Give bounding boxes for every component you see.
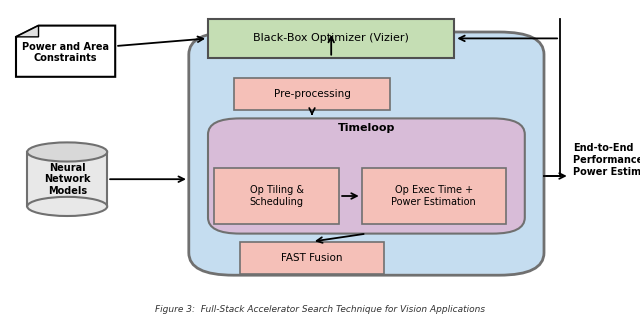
FancyBboxPatch shape (189, 32, 544, 275)
Ellipse shape (28, 197, 108, 216)
Text: Architectural Simulator: Architectural Simulator (289, 37, 444, 50)
Text: End-to-End
Performance &
Power Estimate: End-to-End Performance & Power Estimate (573, 143, 640, 177)
FancyBboxPatch shape (208, 19, 454, 58)
Text: Op Exec Time +
Power Estimation: Op Exec Time + Power Estimation (391, 185, 476, 207)
Text: Power and Area
Constraints: Power and Area Constraints (22, 42, 109, 63)
FancyBboxPatch shape (208, 118, 525, 234)
Text: Black-Box Optimizer (Vizier): Black-Box Optimizer (Vizier) (253, 33, 409, 44)
FancyBboxPatch shape (234, 78, 390, 110)
Ellipse shape (28, 142, 108, 162)
Text: FAST Fusion: FAST Fusion (281, 252, 343, 263)
Polygon shape (16, 26, 115, 77)
Polygon shape (16, 26, 38, 37)
FancyBboxPatch shape (240, 242, 384, 274)
FancyBboxPatch shape (27, 152, 107, 206)
Text: Op Tiling &
Scheduling: Op Tiling & Scheduling (250, 185, 304, 207)
Text: Figure 3:  Full-Stack Accelerator Search Technique for Vision Applications: Figure 3: Full-Stack Accelerator Search … (155, 305, 485, 314)
FancyBboxPatch shape (362, 168, 506, 224)
Text: Timeloop: Timeloop (338, 123, 395, 133)
FancyBboxPatch shape (214, 168, 339, 224)
Text: Neural
Network
Models: Neural Network Models (44, 163, 90, 196)
Text: Pre-processing: Pre-processing (273, 89, 351, 100)
